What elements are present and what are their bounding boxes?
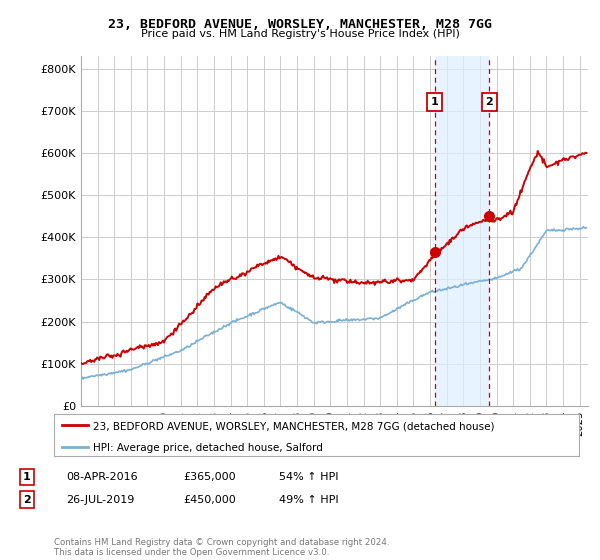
Text: 2: 2 xyxy=(485,97,493,108)
Text: Contains HM Land Registry data © Crown copyright and database right 2024.
This d: Contains HM Land Registry data © Crown c… xyxy=(54,538,389,557)
Text: 49% ↑ HPI: 49% ↑ HPI xyxy=(279,494,338,505)
Text: 2: 2 xyxy=(23,494,31,505)
Text: £450,000: £450,000 xyxy=(183,494,236,505)
Text: 1: 1 xyxy=(23,472,31,482)
Bar xyxy=(434,56,490,406)
Text: HPI: Average price, detached house, Salford: HPI: Average price, detached house, Salf… xyxy=(94,444,323,454)
Text: 1: 1 xyxy=(431,97,439,108)
Text: Price paid vs. HM Land Registry's House Price Index (HPI): Price paid vs. HM Land Registry's House … xyxy=(140,29,460,39)
Text: 23, BEDFORD AVENUE, WORSLEY, MANCHESTER, M28 7GG (detached house): 23, BEDFORD AVENUE, WORSLEY, MANCHESTER,… xyxy=(94,421,495,431)
Text: 54% ↑ HPI: 54% ↑ HPI xyxy=(279,472,338,482)
Text: £365,000: £365,000 xyxy=(183,472,236,482)
Text: 26-JUL-2019: 26-JUL-2019 xyxy=(66,494,134,505)
Text: 23, BEDFORD AVENUE, WORSLEY, MANCHESTER, M28 7GG: 23, BEDFORD AVENUE, WORSLEY, MANCHESTER,… xyxy=(108,18,492,31)
Text: 08-APR-2016: 08-APR-2016 xyxy=(66,472,137,482)
